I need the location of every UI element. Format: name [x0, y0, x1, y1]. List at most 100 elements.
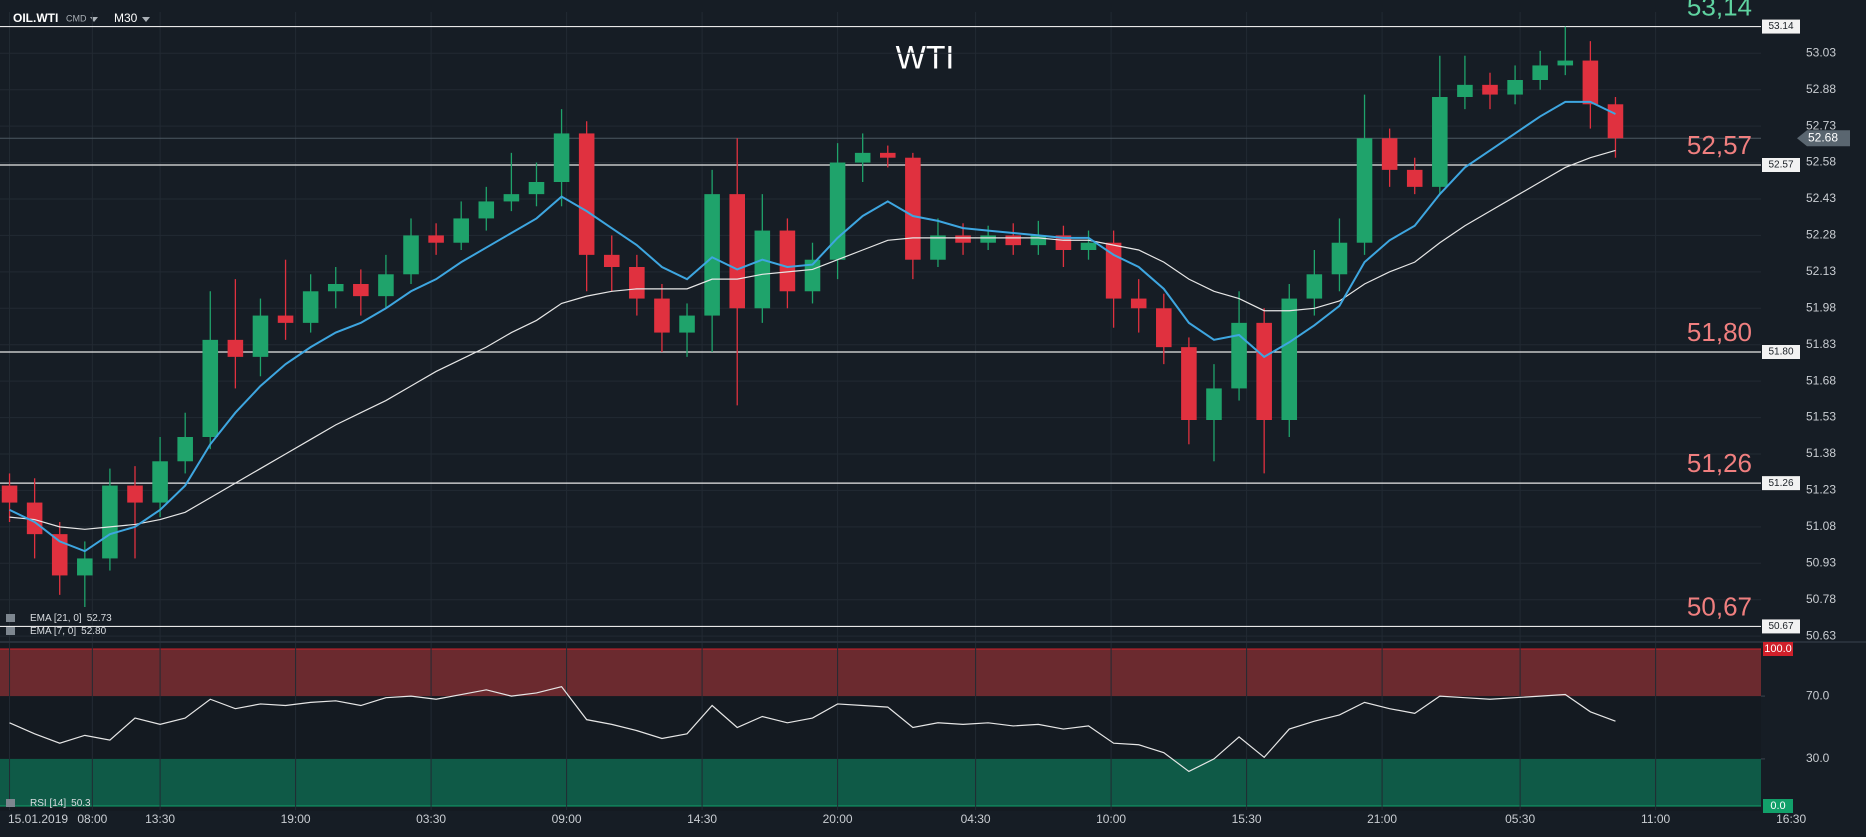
candle-body [403, 235, 419, 275]
y-tick-label: 51.38 [1806, 446, 1836, 460]
legend-name: EMA [21, 0] [30, 613, 82, 624]
level-box-label: 53.14 [1768, 21, 1793, 32]
y-tick-label: 51.08 [1806, 519, 1836, 533]
y-tick-label: 50.63 [1806, 628, 1836, 642]
level-box-label: 51.26 [1768, 478, 1793, 489]
candle-body [854, 152, 871, 163]
candle-body [1, 485, 18, 503]
y-tick-label: 30.0 [1806, 751, 1830, 765]
candle-body [629, 267, 645, 299]
level-box-label: 50.67 [1768, 621, 1793, 632]
symbol[interactable]: OIL.WTI [13, 11, 58, 25]
candle-body [553, 133, 570, 182]
x-tick-label: 09:00 [552, 812, 582, 826]
y-tick-label: 52.28 [1806, 228, 1836, 242]
candle-body [1005, 235, 1022, 246]
candle-body [955, 235, 971, 243]
timeframe[interactable]: M30 [114, 11, 138, 25]
y-tick-label: 51.68 [1806, 373, 1836, 387]
candle-body [704, 194, 720, 316]
legend-value: 52.73 [87, 613, 112, 624]
chart-title: WTI [896, 39, 955, 75]
x-tick-label: 11:00 [1641, 812, 1670, 826]
candle-body [779, 230, 796, 292]
candle-body [478, 201, 495, 219]
candle-body [1281, 298, 1298, 420]
candle-body [829, 162, 846, 260]
y-tick-label: 100.0 [1764, 643, 1792, 655]
level-label: 51,26 [1687, 448, 1752, 478]
level-box [1762, 619, 1800, 634]
current-price-tag [1797, 130, 1850, 147]
legend-value: 52.80 [81, 626, 106, 637]
candle-body [428, 235, 444, 243]
y-tick-label: 51.83 [1806, 337, 1836, 351]
candle-body [378, 274, 394, 297]
candle-body [1331, 242, 1348, 275]
candle-body [102, 485, 118, 559]
candle-body [1607, 104, 1624, 139]
legend-entry: RSI [14] 50.3 [30, 798, 91, 809]
x-tick-label: 19:00 [281, 812, 311, 826]
y-tick-label: 52.13 [1806, 264, 1836, 278]
candle-body [1457, 84, 1473, 97]
candle-body [1080, 242, 1097, 250]
level-label: 52,57 [1687, 130, 1752, 160]
y-tick-label: 52.73 [1806, 118, 1836, 132]
level-label: 53,14 [1687, 0, 1752, 21]
candle-body [1256, 322, 1272, 420]
candle-body [1130, 298, 1147, 309]
level-label: 50,67 [1687, 591, 1752, 621]
candle-body [1482, 84, 1498, 95]
level-box [1762, 158, 1800, 172]
y-tick-label: 52.43 [1806, 191, 1836, 205]
level-box [1762, 19, 1800, 34]
x-tick-label: 16:30 [1776, 812, 1806, 826]
candle-body [1055, 235, 1072, 250]
level-box-label: 51.80 [1768, 347, 1793, 358]
candle-body [654, 298, 670, 333]
rsi-line [9, 686, 1616, 773]
x-tick-label: 13:30 [145, 812, 175, 826]
candle-body [302, 291, 319, 323]
current-price-label: 52.68 [1808, 130, 1838, 144]
tick-tag [1763, 642, 1793, 656]
level-box-label: 52.57 [1768, 160, 1793, 171]
candle-body [202, 339, 219, 437]
candle-body [77, 558, 93, 576]
dropdown-arrow[interactable] [142, 17, 150, 22]
candle-body [1181, 347, 1197, 420]
candle-body [227, 339, 244, 357]
y-tick-label: 51.98 [1806, 300, 1836, 314]
tick-tag [1763, 799, 1793, 813]
y-tick-label: 50.78 [1806, 592, 1836, 606]
legend-icon [6, 627, 15, 635]
candle-body [578, 133, 595, 255]
candle-body [930, 235, 946, 260]
candle-body [1356, 138, 1373, 243]
x-tick-label: 20:00 [823, 812, 853, 826]
candle-body [1030, 235, 1047, 246]
market[interactable]: CMD [66, 13, 87, 23]
candle-body [1532, 65, 1548, 80]
legend-name: EMA [7, 0] [30, 626, 76, 637]
legend-name: RSI [14] [30, 798, 66, 809]
candle-body [277, 315, 294, 323]
rsi-zone [0, 758, 1761, 806]
y-tick-label: 51.23 [1806, 483, 1836, 497]
candle-body [127, 485, 143, 503]
x-tick-label: 15:30 [1232, 812, 1262, 826]
x-tick-label: 14:30 [687, 812, 717, 826]
candle-body [528, 182, 545, 195]
candle-body [1156, 308, 1172, 348]
x-tick-label: 08:00 [77, 812, 107, 826]
level-box [1762, 345, 1800, 359]
candle-body [1557, 60, 1574, 66]
candle-body [679, 315, 695, 333]
level-label: 51,80 [1687, 317, 1752, 347]
candle-body [51, 534, 68, 576]
candle-body [980, 235, 996, 243]
candle-body [905, 157, 921, 260]
